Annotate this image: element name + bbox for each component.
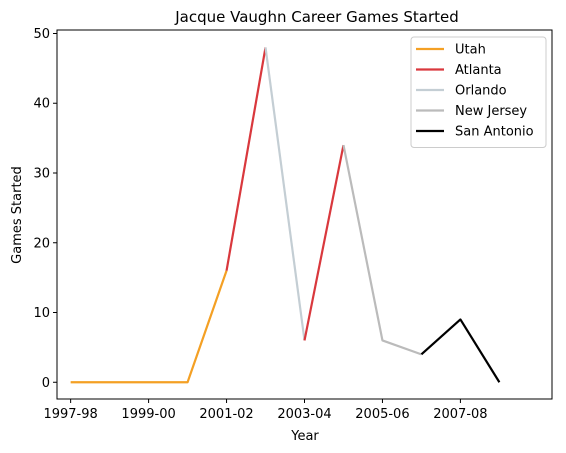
y-tick-label: 50 <box>33 27 50 42</box>
y-axis-label: Games Started <box>10 166 25 264</box>
x-tick-label: 2003-04 <box>277 407 331 422</box>
x-tick-label: 2007-08 <box>433 407 487 422</box>
x-tick-label: 1999-00 <box>121 407 175 422</box>
y-tick-label: 0 <box>42 376 50 391</box>
legend-entry-label: Orlando <box>455 84 507 99</box>
x-tick-label: 1997-98 <box>43 407 97 422</box>
legend-entry-label: New Jersey <box>455 104 527 119</box>
chart-title: Jacque Vaughn Career Games Started <box>174 8 459 26</box>
y-tick-label: 40 <box>33 97 50 112</box>
x-tick-label: 2005-06 <box>355 407 409 422</box>
legend-entry-label: San Antonio <box>455 125 534 140</box>
legend-entry-label: Atlanta <box>455 63 502 78</box>
y-tick-label: 30 <box>33 166 50 181</box>
y-tick-label: 20 <box>33 236 50 251</box>
x-tick-label: 2001-02 <box>199 407 253 422</box>
y-tick-label: 10 <box>33 306 50 321</box>
legend: Utah Atlanta Orlando New Jersey San Antonio <box>411 37 546 148</box>
x-axis-label: Year <box>290 429 319 444</box>
legend-entry-label: Utah <box>455 43 486 58</box>
